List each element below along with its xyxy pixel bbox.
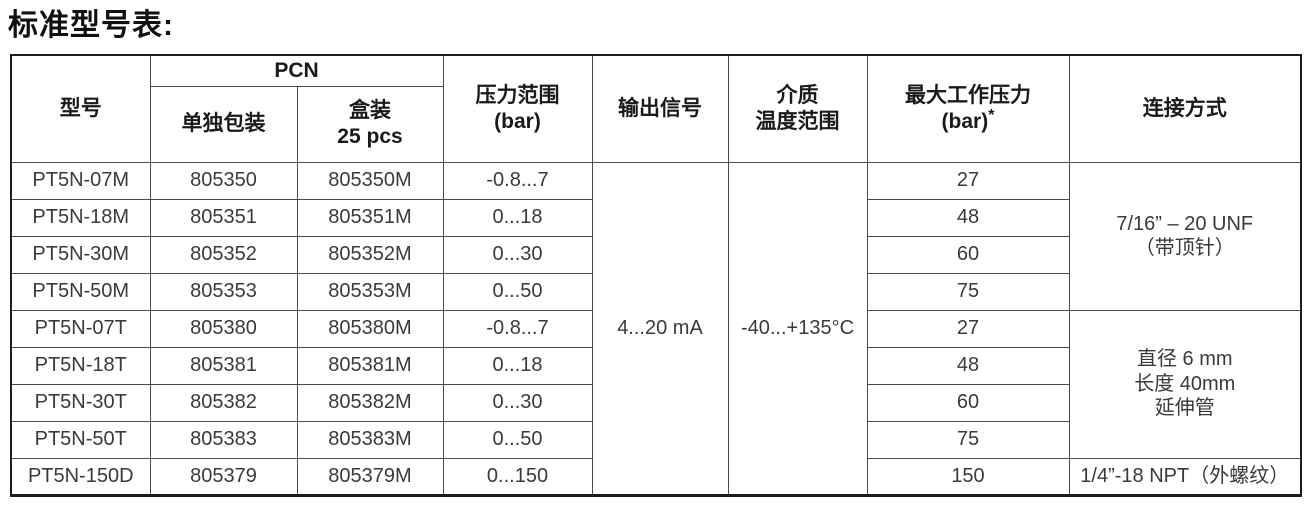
- connection-unf-line1: 7/16” – 20 UNF: [1116, 212, 1254, 235]
- pcn-single-cell: 805379: [149, 457, 298, 496]
- max-pressure-cell: 27: [866, 161, 1070, 200]
- pressure-range-cell: 0...18: [442, 198, 593, 237]
- connection-cell-extension-tube: 直径 6 mm 长度 40mm 延伸管: [1068, 309, 1302, 459]
- max-pressure-cell: 60: [866, 235, 1070, 274]
- pressure-range-label-line1: 压力范围: [475, 84, 560, 108]
- pcn-single-cell: 805381: [149, 346, 298, 385]
- pcn-single-cell: 805353: [149, 272, 298, 311]
- pcn-box-cell: 805352M: [296, 235, 444, 274]
- col-header-pcn-box: 盒装 25 pcs: [296, 85, 444, 163]
- max-pressure-cell: 150: [866, 457, 1070, 496]
- pcn-single-cell: 805351: [149, 198, 298, 237]
- col-header-pcn: PCN: [149, 54, 444, 87]
- col-header-connection: 连接方式: [1068, 54, 1302, 163]
- col-header-pressure-range: 压力范围 (bar): [442, 54, 593, 163]
- header-row-sub: 单独包装 盒装 25 pcs: [11, 85, 1301, 163]
- pcn-box-cell: 805383M: [296, 420, 444, 459]
- model-cell: PT5N-18M: [10, 198, 151, 237]
- pcn-box-cell: 805381M: [296, 346, 444, 385]
- table-row: PT5N-07T 805380 805380M -0.8...7 27 直径 6…: [10, 309, 1302, 459]
- connection-cell-unf: 7/16” – 20 UNF （带顶针）: [1068, 161, 1302, 311]
- pressure-range-cell: 0...18: [442, 346, 593, 385]
- table-row: PT5N-150D 805379 805379M 0...150 150 1/4…: [10, 457, 1302, 496]
- max-pressure-label-line2: (bar)*: [941, 106, 995, 133]
- pressure-range-label-line2: (bar): [494, 109, 541, 133]
- pcn-box-label-line1: 盒装: [349, 99, 391, 123]
- pressure-range-cell: -0.8...7: [442, 309, 593, 348]
- pcn-box-cell: 805379M: [296, 457, 444, 496]
- model-cell: PT5N-30T: [10, 383, 151, 422]
- media-temp-label-line2: 温度范围: [755, 109, 840, 133]
- col-header-pcn-single: 单独包装: [149, 85, 298, 163]
- pcn-box-cell: 805382M: [296, 383, 444, 422]
- model-cell: PT5N-50M: [10, 272, 151, 311]
- max-pressure-cell: 60: [866, 383, 1070, 422]
- table-row: PT5N-50T 805383 805383M 0...50 75: [10, 420, 1301, 459]
- connection-tube-line1: 直径 6 mm: [1136, 348, 1233, 371]
- model-cell: PT5N-07M: [10, 161, 151, 200]
- col-header-output-signal: 输出信号: [591, 54, 729, 163]
- pressure-range-cell: 0...150: [442, 457, 593, 496]
- table-row: PT5N-18T 805381 805381M 0...18 48: [10, 346, 1301, 385]
- col-header-model: 型号: [10, 54, 151, 163]
- max-pressure-cell: 48: [866, 198, 1070, 237]
- pcn-box-cell: 805353M: [296, 272, 444, 311]
- pcn-single-cell: 805350: [149, 161, 298, 200]
- output-signal-cell: 4...20 mA: [591, 161, 729, 496]
- max-pressure-cell: 27: [866, 309, 1070, 348]
- model-cell: PT5N-50T: [10, 420, 151, 459]
- model-cell: PT5N-07T: [10, 309, 151, 348]
- pressure-range-cell: 0...30: [442, 235, 593, 274]
- pressure-range-cell: 0...30: [442, 383, 593, 422]
- media-temp-cell: -40...+135°C: [727, 161, 868, 496]
- page-title: 标准型号表:: [8, 9, 174, 42]
- connection-cell-npt: 1/4”-18 NPT（外螺纹）: [1068, 457, 1302, 496]
- pcn-single-cell: 805383: [149, 420, 298, 459]
- pcn-box-cell: 805380M: [296, 309, 444, 348]
- connection-tube-line3: 延伸管: [1154, 397, 1215, 420]
- max-pressure-cell: 75: [866, 420, 1070, 459]
- max-pressure-cell: 48: [866, 346, 1070, 385]
- footnote-asterisk: *: [988, 106, 995, 124]
- pcn-box-label-line2: 25 pcs: [337, 125, 403, 148]
- pcn-box-cell: 805351M: [296, 198, 444, 237]
- pressure-range-cell: -0.8...7: [442, 161, 593, 200]
- connection-unf-line2: （带顶针）: [1134, 237, 1235, 259]
- max-pressure-label-line1: 最大工作压力: [905, 84, 1031, 108]
- standard-models-table: 型号 PCN 压力范围 (bar) 输出信号 介质 温度范围 最大工作压力 (b…: [10, 54, 1302, 497]
- col-header-media-temp: 介质 温度范围: [727, 54, 868, 163]
- model-cell: PT5N-150D: [10, 457, 151, 496]
- table-row: PT5N-18M 805351 805351M 0...18 48: [10, 198, 1301, 237]
- media-temp-label-line1: 介质: [776, 84, 819, 108]
- pressure-range-cell: 0...50: [442, 272, 593, 311]
- pressure-range-cell: 0...50: [442, 420, 593, 459]
- col-header-max-pressure: 最大工作压力 (bar)*: [866, 54, 1070, 163]
- connection-tube-line2: 长度 40mm: [1134, 372, 1236, 395]
- table-row: PT5N-07M 805350 805350M -0.8...7 4...20 …: [10, 161, 1302, 496]
- pcn-single-cell: 805380: [149, 309, 298, 348]
- pcn-single-cell: 805352: [149, 235, 298, 274]
- pcn-single-cell: 805382: [149, 383, 298, 422]
- table-row: PT5N-30T 805382 805382M 0...30 60: [10, 383, 1301, 422]
- model-cell: PT5N-18T: [10, 346, 151, 385]
- model-cell: PT5N-30M: [10, 235, 151, 274]
- header-row-top: 型号 PCN 压力范围 (bar) 输出信号 介质 温度范围 最大工作压力 (b…: [10, 54, 1302, 163]
- max-pressure-cell: 75: [866, 272, 1070, 311]
- pcn-box-cell: 805350M: [296, 161, 444, 200]
